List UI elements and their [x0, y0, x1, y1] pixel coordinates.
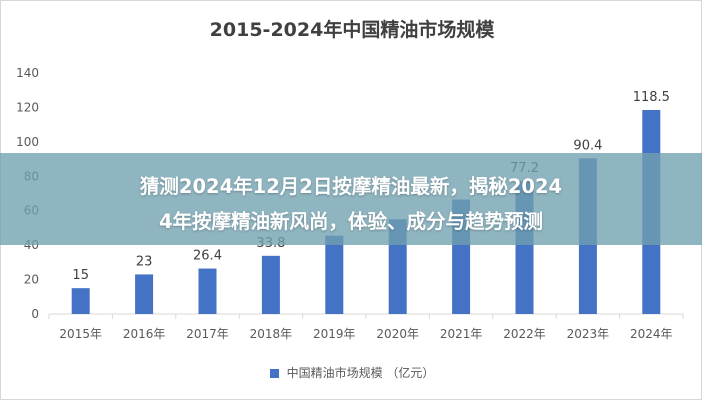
bar	[71, 288, 90, 314]
y-tick-label: 140	[16, 66, 39, 80]
x-tick-label: 2020年	[376, 327, 419, 341]
x-tick-label: 2015年	[59, 327, 102, 341]
y-tick-label: 120	[16, 100, 39, 114]
bar	[325, 235, 344, 314]
headline-line-2: 4年按摩精油新风尚，体验、成分与趋势预测	[158, 210, 544, 233]
bar-value-label: 26.4	[193, 249, 222, 264]
bar-value-label: 15	[72, 268, 89, 283]
y-tick-label: 100	[16, 135, 39, 149]
bar	[261, 255, 280, 314]
legend-label: 中国精油市场规模 （亿元）	[286, 366, 435, 380]
bar-value-label: 23	[136, 254, 153, 269]
x-tick-label: 2019年	[313, 327, 356, 341]
headline-banner: 猜测2024年12月2日按摩精油最新，揭秘2024 4年按摩精油新风尚，体验、成…	[0, 153, 702, 245]
x-tick-label: 2017年	[186, 327, 229, 341]
x-tick-label: 2022年	[503, 327, 546, 341]
bar-value-label: 118.5	[633, 90, 670, 105]
chart-legend: 中国精油市场规模 （亿元）	[1, 364, 702, 381]
x-tick-label: 2024年	[630, 327, 673, 341]
x-tick-label: 2021年	[440, 327, 483, 341]
chart-title: 2015-2024年中国精油市场规模	[209, 19, 495, 41]
x-tick-label: 2023年	[567, 327, 610, 341]
y-tick-label: 20	[24, 273, 39, 287]
bar	[198, 268, 217, 314]
x-tick-label: 2016年	[123, 327, 166, 341]
bar-value-label: 90.4	[573, 138, 602, 153]
y-tick-label: 0	[31, 307, 39, 321]
bar	[135, 274, 154, 314]
legend-swatch	[269, 369, 279, 378]
x-tick-label: 2018年	[250, 327, 293, 341]
headline-line-1: 猜测2024年12月2日按摩精油最新，揭秘2024	[139, 175, 563, 198]
